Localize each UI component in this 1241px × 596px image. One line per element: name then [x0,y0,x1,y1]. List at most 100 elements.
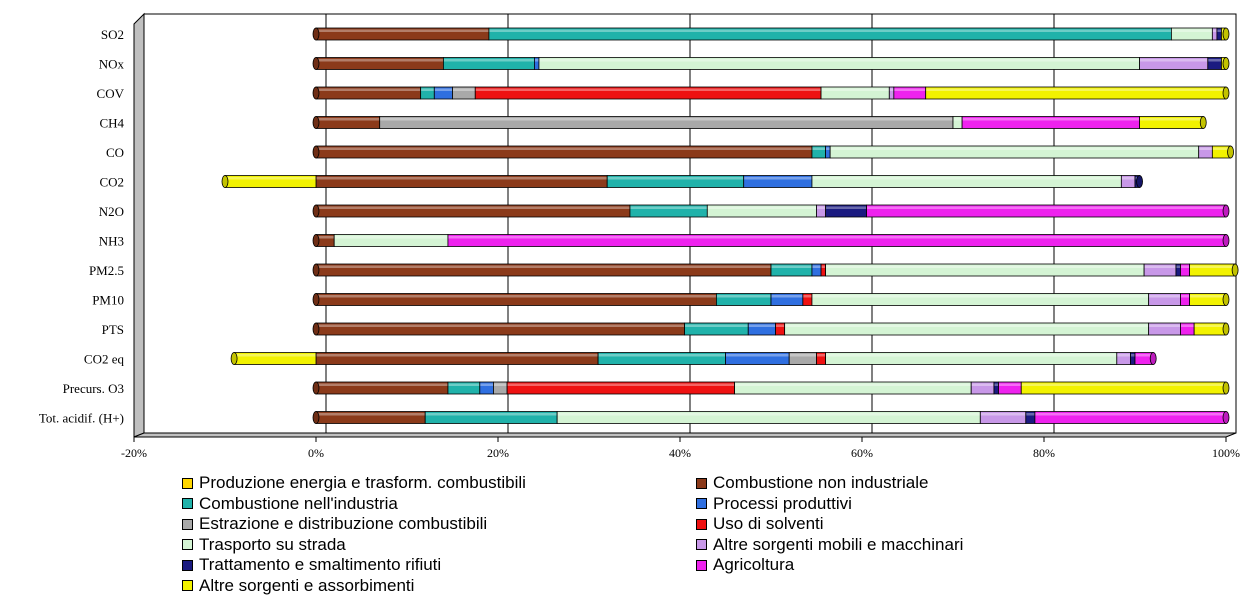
bar-highlight [489,29,1171,32]
bar-row [312,116,1207,129]
bar-row [221,175,1143,188]
bar-start-cap [312,116,320,129]
plot-floor [133,432,1237,438]
bar-highlight [1199,147,1212,150]
x-tick-label: 100% [1212,446,1240,460]
category-label: COV [97,86,125,101]
bar-end-cap [1222,411,1230,424]
legend-item: Produzione energia e trasform. combustib… [182,473,526,493]
legend-label: Uso di solventi [713,514,824,533]
bar-highlight [316,236,334,239]
bar-end-cap [1222,234,1230,247]
bar-highlight [812,147,826,150]
bar-highlight [894,88,926,91]
bar-highlight [534,59,539,62]
plot-frame [133,12,1237,438]
bar-highlight [771,295,803,298]
bar-row [312,57,1230,70]
bar-highlight [999,383,1021,386]
bar-highlight [1190,265,1235,268]
bar-highlight [962,118,1140,121]
x-tick-label: 40% [669,446,691,460]
legend-label: Processi produttivi [713,493,852,513]
legend-swatch [696,559,707,571]
legend-swatch [182,518,193,530]
bar-highlight [1190,295,1226,298]
legend-label: Trasporto su strada [199,534,346,554]
bar-row [312,263,1239,277]
bar-row [312,234,1230,247]
bar-start-cap [312,145,320,159]
bar-row [312,204,1230,218]
bar-highlight [821,88,889,91]
legend-label: Agricoltura [713,555,795,574]
bar-highlight [994,383,998,386]
legend-item: Trasporto su strada [182,535,346,555]
bar-end-cap [1222,322,1230,336]
legend-swatch [182,477,193,489]
category-label: SO2 [101,27,124,42]
bar-highlight [826,147,830,150]
bar-highlight [448,236,1226,239]
bar-highlight [1135,354,1153,357]
bar-highlight [735,383,971,386]
legend-label: Altre sorgenti e assorbimenti [199,575,415,595]
legend-swatch [696,477,707,489]
bar-highlight [480,383,493,386]
category-label: NOx [99,57,125,72]
bar-highlight [789,354,816,357]
legend-label: Combustione nell'industria [199,493,398,513]
bar-highlight [830,147,1199,150]
bar-highlight [1121,177,1135,180]
bar-highlight [316,265,771,268]
bar-highlight [685,324,748,327]
bar-start-cap [312,381,320,395]
bar-highlight [707,206,816,209]
legend-item: Uso di solventi [696,514,824,534]
category-label: CH4 [99,116,124,131]
bar-highlight [1194,324,1226,327]
x-tick-labels: -20% 0% 20% 40% 60% 80% 100% [121,446,1240,460]
bar-start-cap [312,234,320,247]
bar-start-cap [312,86,320,100]
bar-start-cap [312,204,320,218]
bar-highlight [1117,354,1130,357]
bar-highlight [971,383,994,386]
category-label: CO2 [99,175,124,190]
bar-highlight [785,324,1149,327]
bar-highlight [1171,29,1212,32]
bar-highlight [716,295,771,298]
bar-highlight [812,177,1121,180]
bar-highlight [316,147,812,150]
legend: Produzione energia e trasform. combustib… [182,473,1082,595]
bar-end-cap [1222,86,1230,100]
category-label: PM2.5 [89,263,124,278]
bar-highlight [776,324,785,327]
x-tick-label: 0% [308,446,324,460]
bar-start-cap [230,352,238,365]
bar-highlight [316,118,380,121]
bar-highlight [821,265,826,268]
bar-highlight [744,177,812,180]
legend-item: Agricoltura [696,555,794,575]
category-label: NH3 [99,234,124,249]
bar-start-cap [312,293,320,306]
bar-highlight [557,413,980,416]
bar-highlight [443,59,534,62]
category-label: Precurs. O3 [63,381,124,396]
legend-swatch [182,580,193,591]
bar-highlight [316,383,448,386]
bar-highlight [1144,265,1176,268]
category-label: CO [106,145,124,160]
legend-item: Combustione non industriale [696,473,928,493]
bar-highlight [812,265,821,268]
legend-item: Estrazione e distribuzione combustibili [182,514,487,534]
bar-highlight [421,88,434,91]
bar-highlight [380,118,953,121]
category-label: PTS [102,322,124,337]
bar-highlight [748,324,776,327]
bar-highlight [826,354,1117,357]
bar-highlight [817,354,826,357]
bar-highlight [980,413,1026,416]
bar-highlight [926,88,1226,91]
